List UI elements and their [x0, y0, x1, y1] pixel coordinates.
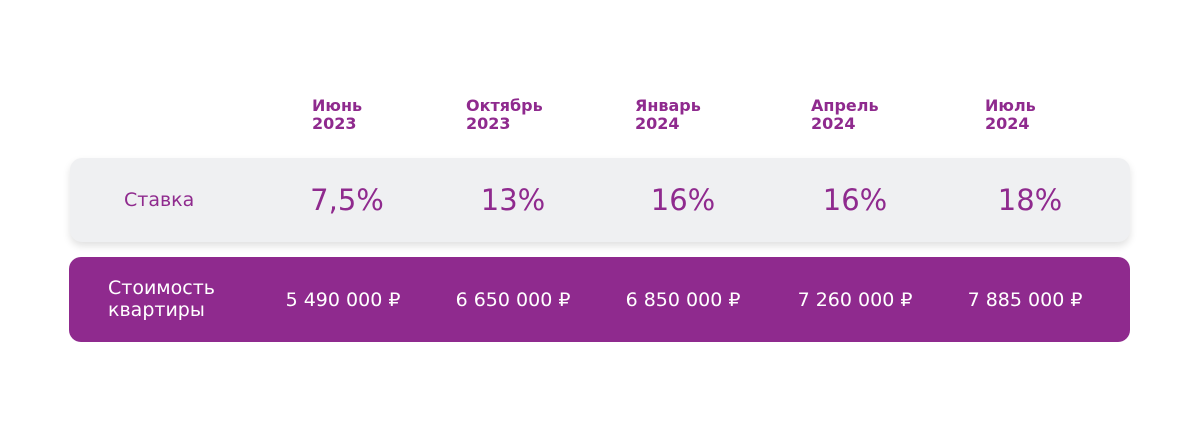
- column-header-month: Июнь: [312, 96, 363, 115]
- column-header-year: 2023: [466, 114, 511, 133]
- price-value: 7 885 000 ₽: [967, 289, 1083, 311]
- price-row-label-line2: квартиры: [108, 299, 205, 321]
- column-header-month: Октябрь: [466, 96, 543, 115]
- column-header-year: 2023: [312, 114, 357, 133]
- price-value: 7 260 000 ₽: [797, 289, 913, 311]
- price-row-label: Стоимость квартиры: [108, 277, 215, 321]
- price-value: 6 850 000 ₽: [625, 289, 741, 311]
- rate-row-label: Ставка: [124, 189, 195, 211]
- rate-value: 13%: [480, 183, 546, 217]
- column-header: Июнь 2023: [312, 97, 362, 133]
- price-value: 6 650 000 ₽: [455, 289, 571, 311]
- column-header: Январь 2024: [635, 97, 701, 133]
- price-value: 5 490 000 ₽: [285, 289, 401, 311]
- column-header: Апрель 2024: [811, 97, 879, 133]
- rate-row: [70, 158, 1130, 242]
- column-header-year: 2024: [985, 114, 1030, 133]
- column-header: Июль 2024: [985, 97, 1036, 133]
- price-row-label-line1: Стоимость: [108, 277, 215, 299]
- column-header: Октябрь 2023: [466, 97, 543, 133]
- column-header-month: Апрель: [811, 96, 879, 115]
- rate-value: 16%: [822, 183, 888, 217]
- column-header-year: 2024: [811, 114, 856, 133]
- rate-value: 18%: [997, 183, 1063, 217]
- price-row: [69, 257, 1130, 342]
- column-header-year: 2024: [635, 114, 680, 133]
- column-header-month: Январь: [635, 96, 701, 115]
- rate-value: 7,5%: [310, 183, 384, 217]
- column-header-month: Июль: [985, 96, 1036, 115]
- rate-value: 16%: [650, 183, 716, 217]
